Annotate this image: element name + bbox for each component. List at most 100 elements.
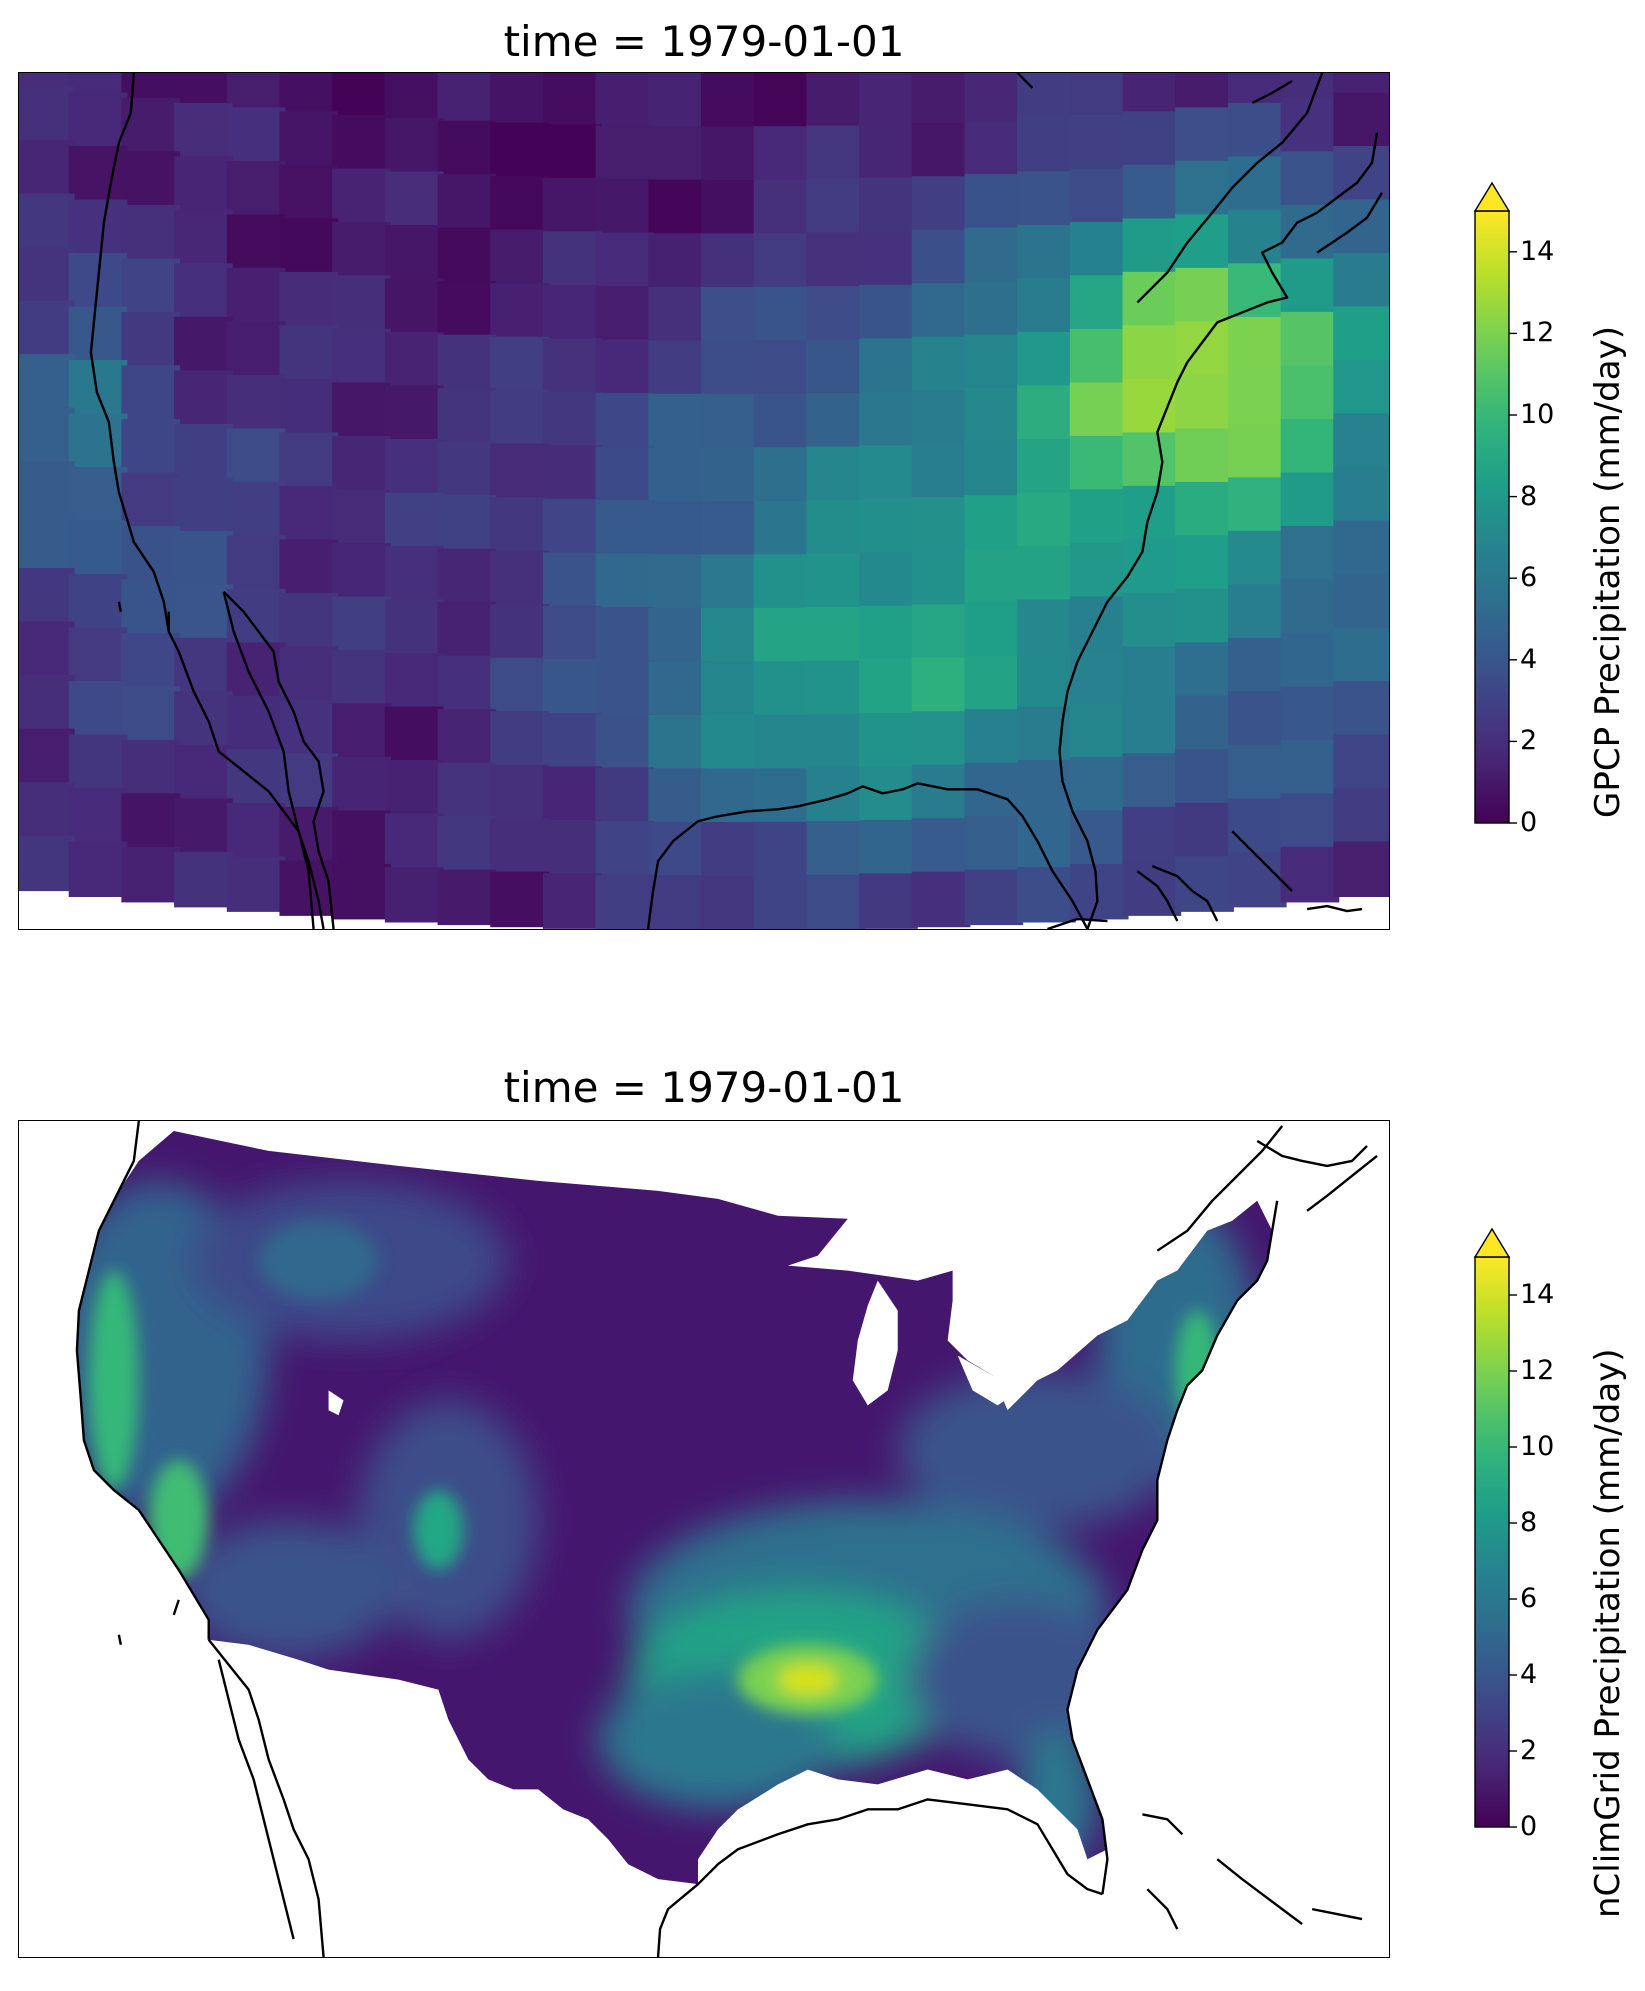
grid-cell: [1122, 111, 1182, 167]
grid-cell: [19, 568, 75, 624]
grid-cell: [753, 447, 813, 503]
grid-cell: [753, 875, 813, 929]
grid-cell: [648, 875, 707, 929]
grid-cell: [701, 126, 760, 182]
grid-cell: [753, 393, 813, 450]
grid-cell: [279, 432, 339, 488]
colorbar-tick-label: 2: [1520, 725, 1538, 757]
grid-cell: [437, 602, 497, 658]
grid-cell: [753, 286, 813, 343]
grid-cell: [19, 514, 75, 571]
grid-cell: [806, 73, 866, 128]
grid-cell: [1333, 680, 1389, 737]
grid-cell: [911, 122, 971, 179]
grid-cell: [753, 340, 813, 396]
grid-cell: [174, 851, 233, 908]
grid-cell: [806, 393, 866, 449]
grid-cell: [964, 441, 1024, 498]
grid-cell: [1069, 863, 1129, 920]
grid-cell: [332, 489, 391, 545]
grid-cell: [19, 247, 75, 303]
grid-cell: [1175, 481, 1234, 538]
grid-cell: [437, 655, 497, 712]
grid-cell: [121, 525, 181, 582]
grid-cell: [174, 744, 233, 801]
grid-cell: [332, 73, 391, 117]
grid-cell: [1175, 749, 1234, 805]
grid-cell: [437, 709, 497, 765]
grid-cell: [279, 592, 339, 649]
grid-cell: [1280, 258, 1340, 314]
grid-cell: [68, 145, 128, 202]
grid-cell: [384, 813, 444, 869]
grid-cell: [19, 73, 75, 89]
grid-cell: [964, 120, 1024, 177]
grid-cell: [279, 378, 339, 435]
grid-cell: [1122, 860, 1182, 916]
grid-cell: [701, 73, 760, 129]
grid-cell: [859, 605, 918, 662]
grid-cell: [859, 498, 918, 555]
colorbar-extend-max: [1473, 1227, 1511, 1258]
grid-cell: [1122, 325, 1182, 381]
grid-cell: [859, 284, 918, 341]
grid-cell: [542, 231, 602, 287]
grid-cell: [332, 863, 391, 920]
grid-cell: [68, 734, 128, 790]
grid-cell: [174, 530, 233, 587]
grid-cell: [542, 284, 602, 341]
grid-cell: [1333, 573, 1389, 630]
colorbar-label: GPCP Precipitation (mm/day): [1588, 326, 1628, 818]
grid-cell: [1227, 744, 1287, 801]
grid-cell: [1017, 599, 1076, 655]
grid-cell: [542, 498, 602, 555]
grid-cell: [1333, 306, 1389, 362]
nclimgrid-map[interactable]: [18, 1120, 1390, 1958]
gpcp-map[interactable]: [18, 72, 1390, 930]
grid-cell: [1175, 374, 1234, 431]
grid-cell: [595, 714, 655, 770]
grid-cell: [121, 151, 181, 207]
grid-cell: [806, 714, 866, 770]
grid-cell: [1069, 382, 1129, 438]
grid-cell: [806, 286, 866, 342]
grid-cell: [701, 447, 760, 503]
grid-cell: [384, 759, 444, 816]
grid-cell: [595, 73, 655, 128]
grid-cell: [1280, 73, 1340, 100]
grid-cell: [332, 275, 391, 331]
grid-cell: [806, 446, 866, 503]
grid-cell: [753, 500, 813, 557]
grid-cell: [753, 126, 813, 182]
grid-cell: [648, 554, 707, 610]
grid-cell: [648, 126, 707, 182]
grid-cell: [1280, 632, 1340, 689]
grid-cell: [1227, 263, 1287, 319]
grid-cell: [1122, 164, 1182, 221]
grid-cell: [68, 466, 128, 523]
nclimgrid-field: [76, 1130, 1273, 1885]
grid-cell: [174, 102, 233, 159]
grid-cell: [174, 477, 233, 533]
grid-cell: [701, 501, 760, 557]
grid-cell: [174, 156, 233, 212]
grid-cell: [226, 374, 286, 431]
grid-cell: [911, 336, 971, 393]
grid-cell: [911, 550, 971, 607]
grid-cell: [68, 787, 128, 844]
grid-cell: [542, 552, 602, 608]
grid-cell: [437, 495, 497, 551]
grid-cell: [1227, 637, 1287, 694]
grid-cell: [648, 179, 707, 236]
grid-cell: [332, 810, 391, 866]
grid-cell: [1069, 756, 1129, 813]
grid-cell: [384, 706, 444, 762]
grid-cell: [121, 204, 181, 261]
grid-cell: [1227, 798, 1287, 854]
grid-cell: [859, 338, 918, 394]
grid-cell: [595, 821, 655, 877]
colorbar-tick-label: 8: [1520, 480, 1538, 512]
grid-cell: [1017, 385, 1076, 441]
colorbar-tick-label: 12: [1520, 317, 1555, 349]
grid-cell: [1280, 846, 1340, 903]
